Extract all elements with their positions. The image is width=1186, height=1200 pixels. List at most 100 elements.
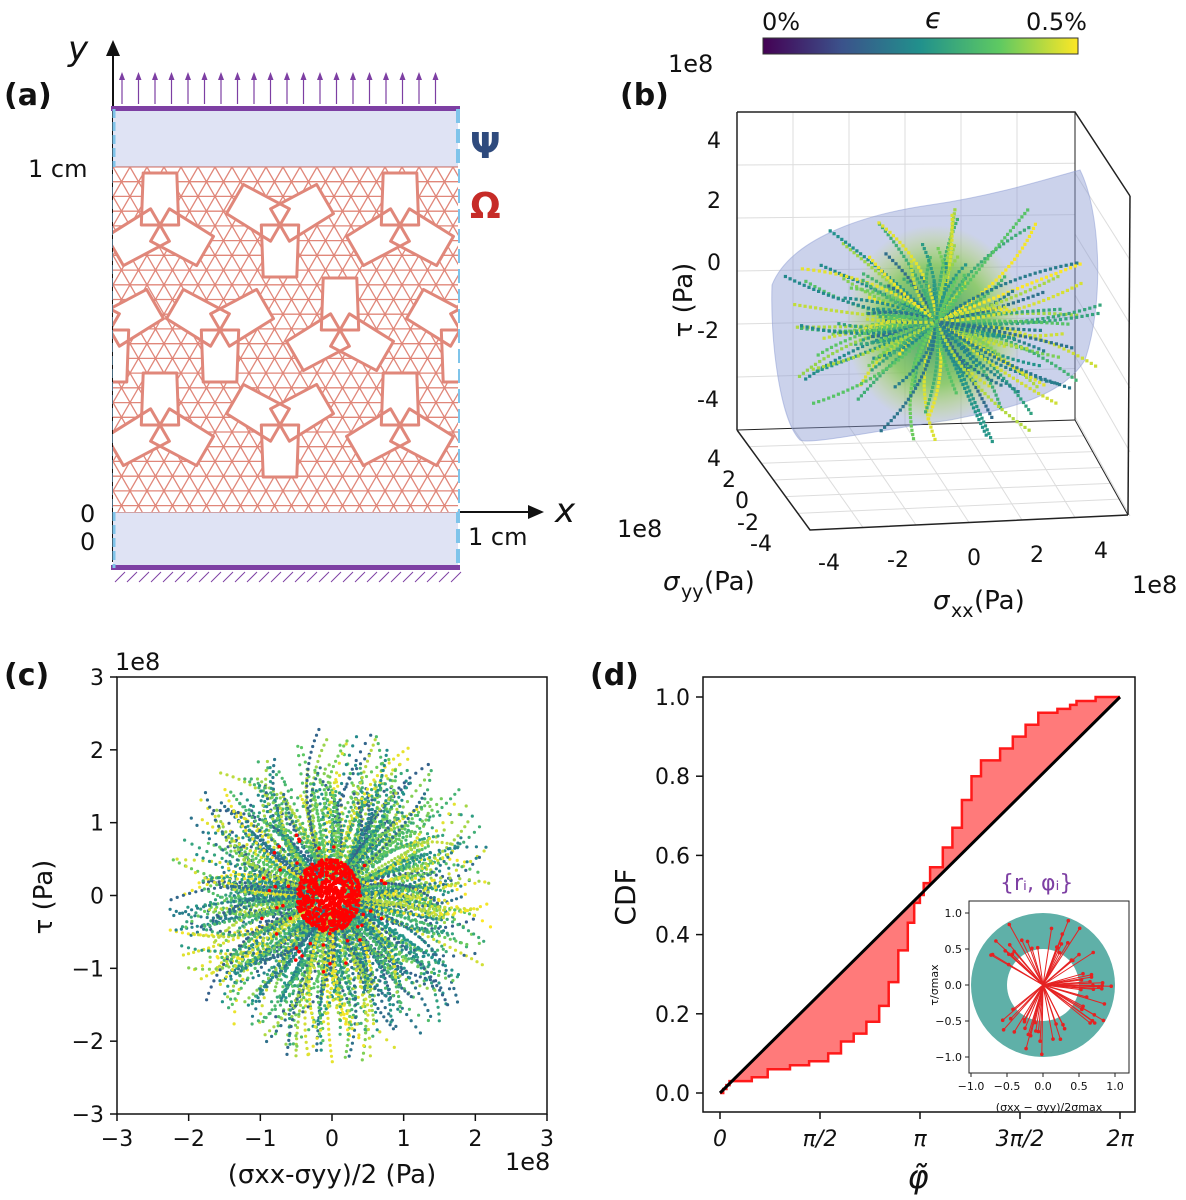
scatter-point xyxy=(877,372,881,376)
scatter-point xyxy=(846,279,850,284)
scatter-point xyxy=(916,382,920,387)
scatter-point xyxy=(993,321,997,325)
bottom-plate xyxy=(111,565,460,570)
scatter-point xyxy=(926,359,930,363)
scatter-point xyxy=(989,325,993,329)
scatter-point xyxy=(975,352,979,356)
scatter-point xyxy=(1000,326,1004,330)
scatter-point xyxy=(933,308,937,312)
scatter-point xyxy=(914,343,918,347)
scatter-point xyxy=(850,311,854,315)
scatter-point xyxy=(863,331,867,335)
scatter-point xyxy=(866,274,870,278)
scatter-point xyxy=(914,362,919,366)
scatter-point xyxy=(863,290,867,294)
scatter-point xyxy=(925,288,929,292)
scatter-point xyxy=(1036,311,1041,315)
scatter-point xyxy=(945,260,949,264)
scatter-point xyxy=(928,262,932,267)
scatter-point xyxy=(1026,311,1030,315)
scatter-point xyxy=(254,999,258,1004)
scatter-point xyxy=(1000,337,1004,341)
scatter-point xyxy=(998,245,1002,249)
scatter-point xyxy=(963,308,967,312)
scatter-point xyxy=(923,311,928,315)
scatter-point xyxy=(1041,352,1045,356)
scatter-point xyxy=(936,344,940,348)
scatter-point xyxy=(998,319,1002,323)
scatter-point xyxy=(904,329,908,333)
scatter-point xyxy=(374,847,378,852)
scatter-point xyxy=(424,881,428,885)
scatter-point xyxy=(908,407,912,411)
scatter-point xyxy=(929,425,933,429)
scatter-point xyxy=(949,302,953,306)
scatter-point xyxy=(946,284,950,288)
scatter-point xyxy=(944,348,949,352)
scatter-point xyxy=(946,328,950,332)
scatter-point xyxy=(1067,349,1071,353)
scatter-point xyxy=(889,290,893,294)
scatter-point xyxy=(913,331,917,335)
scatter-point xyxy=(1020,381,1024,385)
scatter-point xyxy=(870,299,874,303)
scatter-point xyxy=(1011,301,1015,305)
z-tick: -2 xyxy=(697,319,719,344)
scatter-point xyxy=(329,1049,333,1053)
scatter-point xyxy=(948,346,952,350)
scatter-point xyxy=(904,352,908,356)
scatter-point xyxy=(891,258,895,263)
scatter-point xyxy=(370,798,374,802)
scatter-point xyxy=(391,1027,395,1031)
scatter-point xyxy=(889,316,893,320)
scatter-point xyxy=(994,278,998,282)
scatter-point xyxy=(966,319,970,323)
scatter-point xyxy=(1061,322,1065,326)
scatter-point xyxy=(827,329,831,333)
scatter-point xyxy=(1037,320,1041,324)
scatter-point xyxy=(803,304,807,308)
scatter-point xyxy=(985,367,989,371)
scatter-point xyxy=(1032,382,1036,386)
scatter-point xyxy=(911,310,915,314)
scatter-point xyxy=(919,350,923,354)
scatter-point xyxy=(874,269,878,273)
scatter-point xyxy=(979,348,983,352)
scatter-point xyxy=(340,1007,344,1011)
scatter-point xyxy=(231,775,235,779)
panel-a-y-axis-label: y xyxy=(67,29,89,69)
scatter-point xyxy=(997,312,1001,316)
scatter-point xyxy=(364,997,368,1001)
scatter-point xyxy=(943,300,947,304)
scatter-point xyxy=(968,398,972,402)
scatter-point xyxy=(1013,329,1017,333)
scatter-point xyxy=(949,356,953,360)
scatter-point xyxy=(957,375,962,379)
scatter-point xyxy=(954,313,959,317)
scatter-point xyxy=(977,302,981,306)
scatter-point xyxy=(798,303,802,308)
scatter-point xyxy=(1030,318,1034,322)
scatter-point xyxy=(926,334,930,339)
scatter-point xyxy=(1031,226,1036,230)
scatter-point xyxy=(894,357,898,362)
scatter-point xyxy=(1058,318,1063,322)
scatter-point xyxy=(918,345,922,349)
scatter-point xyxy=(938,251,942,255)
scatter-point xyxy=(964,330,968,335)
scatter-point xyxy=(419,971,423,976)
scatter-point xyxy=(974,333,978,338)
scatter-point xyxy=(897,382,901,386)
scatter-point xyxy=(899,328,903,332)
scatter-point xyxy=(903,335,908,339)
scatter-point xyxy=(1028,378,1032,382)
scatter-point xyxy=(938,304,942,308)
scatter-point xyxy=(969,377,973,381)
scatter-point xyxy=(906,295,910,299)
scatter-point xyxy=(998,321,1002,325)
scatter-point xyxy=(879,336,884,341)
scatter-point xyxy=(1018,334,1022,338)
scatter-point xyxy=(224,964,228,968)
scatter-point xyxy=(433,926,437,930)
scatter-point xyxy=(1006,292,1011,296)
